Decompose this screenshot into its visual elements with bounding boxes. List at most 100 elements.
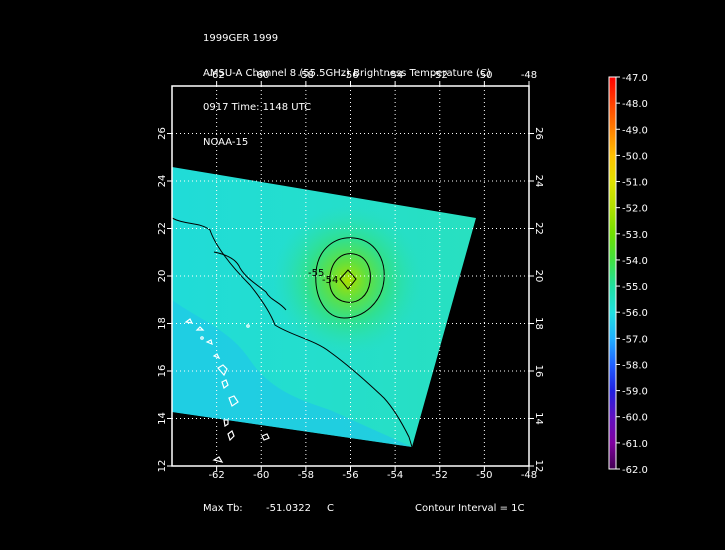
contour-shelf (213, 251, 287, 311)
colorbar-segment (609, 233, 616, 261)
colorbar-segment (609, 103, 616, 130)
lat-label-left: 20 (157, 270, 168, 283)
lon-label-bottom: -58 (298, 470, 314, 481)
island (223, 419, 229, 428)
lat-label-right: 20 (533, 270, 544, 283)
colorbar-segment (609, 155, 616, 183)
colorbar-segment (609, 259, 616, 287)
contour-interval: Contour Interval = 1C (415, 503, 525, 514)
colorbar-frame (608, 76, 617, 470)
contour-west-edge (171, 217, 413, 448)
contour-label-55: -55 (308, 268, 324, 279)
storm-title: 1999GER 1999 (203, 33, 279, 44)
lon-label-bottom: -48 (521, 470, 537, 481)
contour-55 (315, 237, 385, 319)
lat-label-right: 26 (533, 127, 544, 140)
colorbar-segment (609, 207, 616, 235)
lon-label-top: -48 (521, 70, 537, 81)
lat-label-left: 24 (157, 175, 168, 188)
colorbar-segment (609, 364, 616, 392)
colorbar-segment (609, 390, 616, 418)
island (261, 433, 270, 441)
colorbar-label: -55.0 (622, 282, 648, 293)
lat-label-right: 16 (533, 365, 544, 378)
lat-label-right: 22 (533, 222, 544, 235)
island (228, 395, 239, 407)
lon-label-top: -56 (342, 70, 358, 81)
lon-label-top: -60 (253, 70, 269, 81)
contour-inner (339, 269, 357, 290)
lat-label-left: 18 (157, 317, 168, 330)
channel-title: AMSU-A Channel 8 (55.5GHz) Brightness Te… (203, 67, 491, 79)
colorbar-segment (609, 181, 616, 209)
island (217, 364, 228, 377)
lat-label-left: 16 (157, 365, 168, 378)
island (195, 326, 205, 331)
lon-label-top: -50 (476, 70, 492, 81)
island (184, 318, 194, 324)
colorbar-label: -50.0 (622, 151, 648, 162)
colorbar-label: -48.0 (622, 99, 648, 110)
colorbar-label: -54.0 (622, 256, 648, 267)
lon-label-top: -58 (298, 70, 314, 81)
colorbar-segment (609, 77, 616, 104)
contours (171, 217, 413, 448)
island (227, 430, 235, 442)
colorbar-segment (609, 286, 616, 313)
lon-label-bottom: -54 (387, 470, 403, 481)
lon-label-top: -62 (208, 70, 224, 81)
colorbar-segment (609, 129, 616, 156)
warm-core (273, 205, 423, 355)
lat-label-left: 12 (157, 460, 168, 473)
lon-label-bottom: -52 (432, 470, 448, 481)
colorbar-label: -51.0 (622, 178, 648, 189)
colorbar: -47.0 -48.0 -49.0 -50.0 -51.0 -52.0 -53.0 -54.0… (608, 73, 648, 476)
max-tb-label: Max Tb: (203, 503, 243, 514)
colorbar-segment (609, 416, 616, 444)
colorbar-label: -59.0 (622, 387, 648, 398)
lon-label-bottom: -62 (208, 470, 224, 481)
lon-label-bottom: -50 (476, 470, 492, 481)
lat-label-left: 22 (157, 222, 168, 235)
colorbar-label: -58.0 (622, 360, 648, 371)
colorbar-label: -57.0 (622, 334, 648, 345)
colorbar-segment (609, 442, 616, 470)
lat-label-right: 14 (533, 412, 544, 425)
island (212, 353, 221, 360)
colorbar-label: -53.0 (622, 230, 648, 241)
lon-label-bottom: -56 (342, 470, 358, 481)
colorbar-segment (609, 338, 616, 365)
colorbar-label: -56.0 (622, 308, 648, 319)
lat-label-left: 14 (157, 412, 168, 425)
island (246, 324, 250, 328)
island (200, 336, 204, 340)
lat-label-left: 26 (157, 127, 168, 140)
lat-label-right: 18 (533, 317, 544, 330)
swath-cool-region (172, 300, 412, 447)
time-title: 0917 Time: 1148 UTC (203, 102, 312, 113)
max-tb-unit: C (327, 503, 334, 514)
lat-label-right: 24 (533, 175, 544, 188)
lon-label-top: -52 (432, 70, 448, 81)
colorbar-label: -61.0 (622, 439, 648, 450)
plot-header: 1999GER 1999 AMSU-A Channel 8 (55.5GHz) … (203, 10, 491, 160)
graticule (172, 86, 530, 467)
island (212, 456, 224, 463)
colorbar-label: -52.0 (622, 204, 648, 215)
lat-label-right: 12 (533, 460, 544, 473)
colorbar-label: -49.0 (622, 125, 648, 136)
island (221, 379, 229, 389)
colorbar-segment (609, 312, 616, 339)
colorbar-label: -47.0 (622, 73, 648, 84)
island (205, 339, 213, 345)
colorbar-label: -62.0 (622, 465, 648, 476)
satellite-title: NOAA-15 (203, 136, 249, 148)
lon-label-top: -54 (387, 70, 403, 81)
lon-label-bottom: -60 (253, 470, 269, 481)
contour-54 (329, 253, 371, 303)
max-tb-value: -51.0322 (266, 503, 311, 514)
contour-label-54: -54 (322, 275, 338, 286)
axis-ticks: -62 -62 -60 -60 -58 -58 -56 -56 -54 -54 -52 -52 -50 -… (157, 70, 544, 481)
colorbar-label: -60.0 (622, 413, 648, 424)
